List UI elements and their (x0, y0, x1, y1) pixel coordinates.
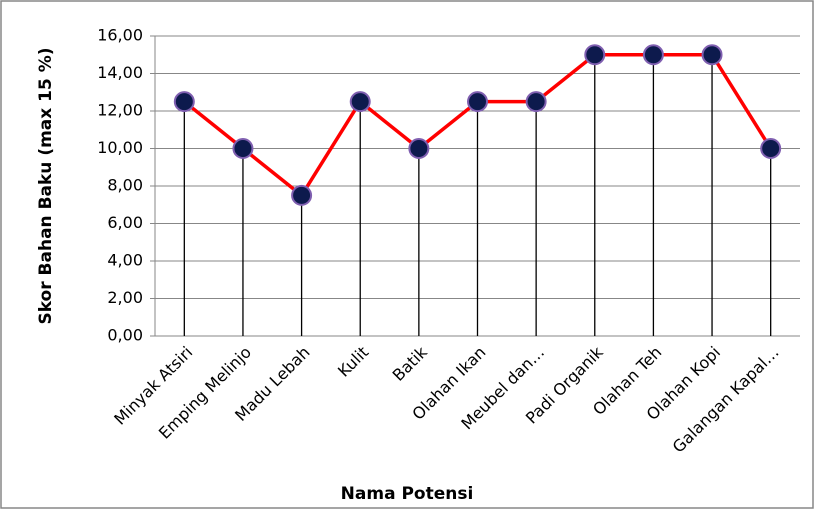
marker (467, 91, 488, 113)
y-tick-label: 14,00 (97, 63, 143, 82)
x-axis-label: Nama Potensi (341, 484, 474, 504)
marker (291, 184, 313, 206)
y-tick-label: 10,00 (97, 138, 143, 157)
marker (584, 44, 606, 66)
marker (173, 91, 195, 113)
y-tick-label: 0,00 (107, 326, 143, 345)
y-tick-label: 2,00 (107, 288, 143, 307)
marker (232, 138, 254, 159)
y-axis-label: Skor Bahan Baku (max 15 %) (36, 47, 56, 324)
y-tick-label: 6,00 (107, 213, 143, 232)
y-tick-label: 16,00 (97, 26, 143, 45)
marker (408, 138, 430, 159)
marker (760, 138, 782, 159)
marker (525, 91, 547, 113)
y-tick-label: 8,00 (107, 176, 143, 195)
y-tick-label: 12,00 (97, 101, 143, 120)
marker (349, 91, 371, 113)
y-tick-label: 4,00 (107, 251, 143, 270)
marker (701, 44, 723, 66)
marker (642, 44, 664, 66)
